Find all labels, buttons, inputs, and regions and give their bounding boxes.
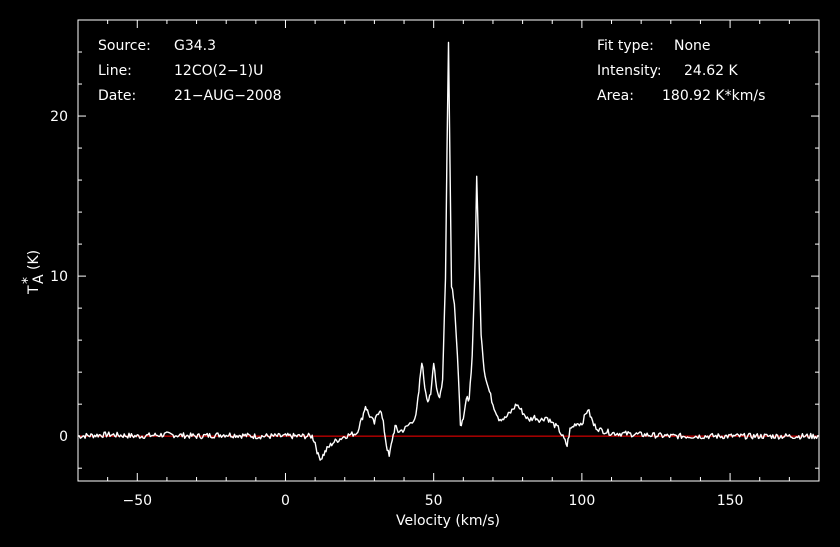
source-value: G34.3 bbox=[174, 38, 216, 54]
source-key: Source: bbox=[98, 38, 151, 54]
y-axis-ticks: 0 10 20 bbox=[50, 51, 819, 469]
line-key: Line: bbox=[98, 63, 132, 79]
y-axis-label-main: T bbox=[26, 285, 42, 295]
spectrum-line bbox=[77, 41, 820, 461]
x-tick-label: 0 bbox=[281, 493, 290, 509]
date-value: 21−AUG−2008 bbox=[174, 88, 282, 104]
x-tick-label: 50 bbox=[425, 493, 443, 509]
x-tick-label: 100 bbox=[569, 493, 596, 509]
area-value: 180.92 K*km/s bbox=[662, 88, 765, 104]
plot-frame bbox=[77, 19, 820, 482]
fit-type-key: Fit type: bbox=[597, 38, 654, 54]
area-key: Area: bbox=[597, 88, 634, 104]
x-axis-ticks: −50 0 50 100 150 bbox=[77, 20, 820, 509]
intensity-key: Intensity: bbox=[597, 63, 662, 79]
y-tick-label: 20 bbox=[50, 109, 68, 125]
intensity-value: 24.62 K bbox=[684, 63, 739, 79]
y-tick-label: 0 bbox=[59, 429, 68, 445]
y-axis-label-sub: A bbox=[31, 274, 47, 284]
y-axis-label: T * A (K) bbox=[20, 250, 47, 295]
date-key: Date: bbox=[98, 88, 136, 104]
y-tick-label: 10 bbox=[50, 269, 68, 285]
x-axis-label: Velocity (km/s) bbox=[396, 513, 500, 529]
x-tick-label: −50 bbox=[123, 493, 153, 509]
y-axis-label-sup: * bbox=[20, 277, 36, 284]
x-tick-label: 150 bbox=[717, 493, 744, 509]
line-value: 12CO(2−1)U bbox=[174, 63, 263, 79]
fit-type-value: None bbox=[674, 38, 711, 54]
y-axis-label-unit: (K) bbox=[26, 250, 42, 270]
